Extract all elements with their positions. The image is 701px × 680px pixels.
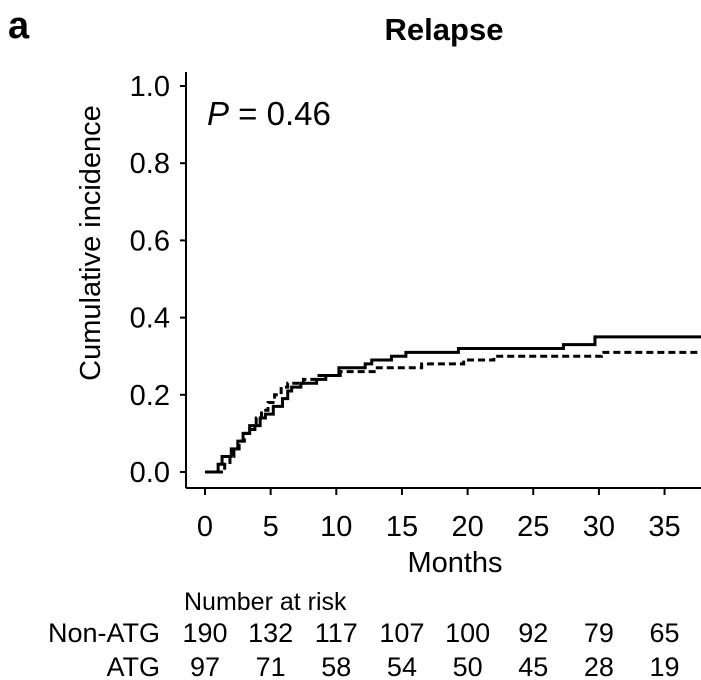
risk-cell: 100: [445, 618, 490, 648]
y-axis-label: Cumulative incidence: [75, 105, 107, 381]
panel-label: a: [8, 5, 30, 47]
y-tick-label: 0.4: [130, 303, 170, 335]
x-tick-label: 30: [583, 511, 615, 543]
solid-incidence-curve: [205, 335, 701, 474]
dashed-incidence-curve: [205, 350, 701, 474]
risk-cell: 117: [315, 618, 358, 648]
x-tick-label: 35: [648, 511, 680, 543]
risk-cell: 97: [190, 652, 220, 680]
x-tick-label: 5: [263, 511, 279, 543]
plot-axes: [185, 72, 701, 489]
chart-title: Relapse: [385, 12, 504, 47]
risk-cell: 19: [650, 652, 680, 680]
y-tick-label: 0.8: [130, 148, 170, 180]
y-tick-label: 1.0: [130, 71, 170, 103]
p-value-annotation: P = 0.46: [207, 95, 331, 132]
y-axis-ticks: 0.0 0.2 0.4 0.6 0.8 1.0: [130, 71, 186, 489]
risk-cell: 79: [584, 618, 614, 648]
y-tick-label: 0.2: [130, 380, 170, 412]
x-tick-label: 10: [320, 511, 352, 543]
x-tick-label: 0: [197, 511, 213, 543]
incidence-curves: [205, 335, 701, 474]
p-value-text: = 0.46: [229, 95, 331, 132]
y-tick-label: 0.0: [130, 457, 170, 489]
x-axis-ticks: 0 5 10 15 20 25 30 35: [197, 488, 681, 543]
risk-cell: 45: [518, 652, 548, 680]
x-tick-label: 15: [386, 511, 418, 543]
risk-cell: 92: [518, 618, 548, 648]
x-axis-label: Months: [407, 547, 502, 579]
risk-cell: 107: [379, 618, 424, 648]
p-symbol: P: [207, 95, 229, 132]
risk-cell: 58: [321, 652, 351, 680]
risk-cell: 65: [650, 618, 680, 648]
risk-cell: 190: [182, 618, 227, 648]
x-tick-label: 20: [451, 511, 483, 543]
risk-row-label: Non-ATG: [48, 618, 160, 648]
y-tick-label: 0.6: [130, 225, 170, 257]
risk-cell: 132: [248, 618, 293, 648]
risk-table: Non-ATG 190 132 117 107 100 92 79 65 ATG 97 71 58 54 5…: [48, 618, 680, 680]
risk-row-label: ATG: [107, 652, 161, 680]
risk-cell: 28: [584, 652, 614, 680]
risk-table-title: Number at risk: [184, 588, 347, 616]
risk-cell: 50: [453, 652, 483, 680]
risk-cell: 71: [256, 652, 286, 680]
risk-cell: 54: [387, 652, 417, 680]
x-tick-label: 25: [517, 511, 549, 543]
